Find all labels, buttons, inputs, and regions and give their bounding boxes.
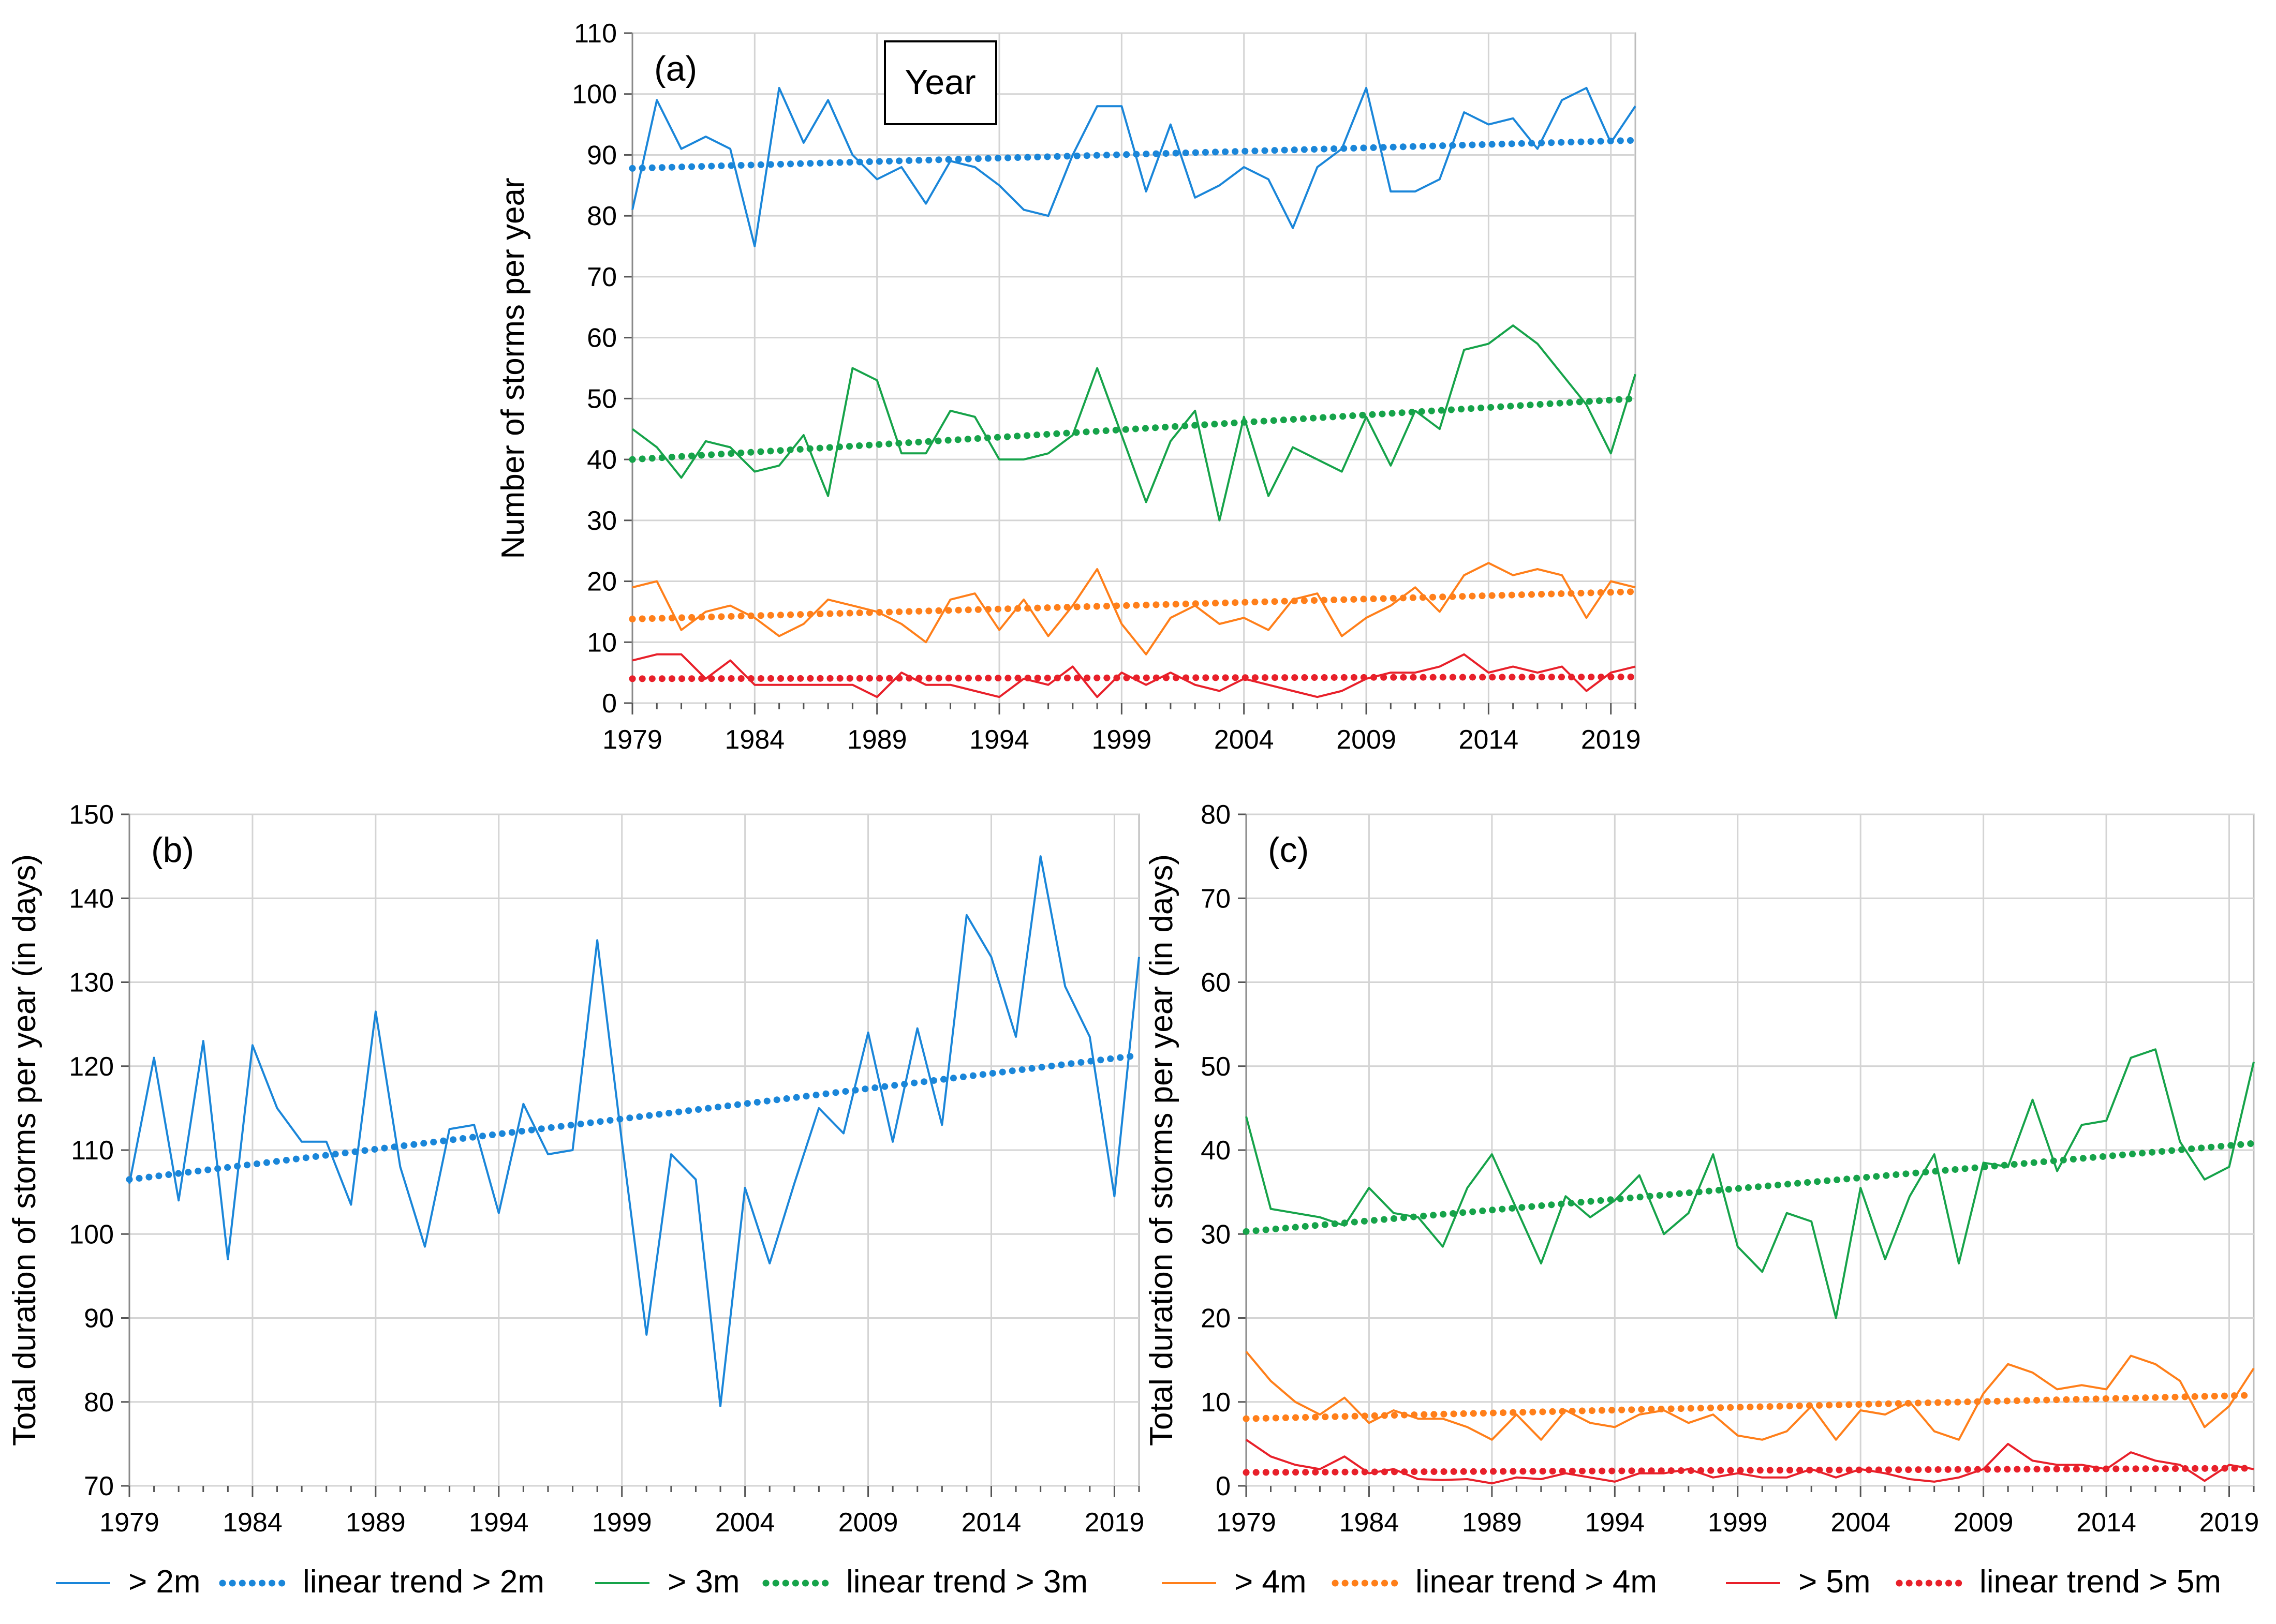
x-tick-label: 1979 xyxy=(1216,1508,1276,1538)
trend-line-gt2m xyxy=(126,1052,1143,1183)
panel-c: 0 10 20 30 40 50 60 70 80 1979 1984 1989 1994 1999 200… xyxy=(1144,800,2259,1538)
x-tick-label: 2019 xyxy=(2199,1508,2259,1538)
y-tick-label: 0 xyxy=(1216,1471,1231,1501)
y-tick-label: 110 xyxy=(71,1136,114,1166)
y-tick-label: 130 xyxy=(69,968,114,998)
series-line-gt3m xyxy=(1245,1048,2255,1319)
y-tick-label: 10 xyxy=(587,628,617,658)
legend-label: linear trend > 3m xyxy=(846,1564,1088,1600)
x-tick-label: 1994 xyxy=(469,1508,529,1538)
y-tick-label: 20 xyxy=(1201,1304,1231,1334)
y-axis-title: Total duration of storms per year (in da… xyxy=(7,854,42,1446)
series-line-gt4m xyxy=(632,562,1636,655)
panel-label: (a) xyxy=(654,49,697,88)
y-tick-label: 80 xyxy=(587,201,617,231)
y-tick-label: 70 xyxy=(587,262,617,292)
y-tick-label: 110 xyxy=(574,19,617,49)
x-tick-label: 1999 xyxy=(592,1508,652,1538)
y-tick-label: 40 xyxy=(587,445,617,475)
x-tick-label: 2009 xyxy=(1954,1508,2014,1538)
series-line-gt5m xyxy=(1245,1439,2254,1485)
trend-line-gt4m xyxy=(1243,1392,2257,1422)
panel-b: 70 80 90 100 110 120 130 140 150 1979 1984 1989 1994… xyxy=(7,800,1144,1538)
y-tick-label: 60 xyxy=(1201,968,1231,998)
y-tick-label: 140 xyxy=(69,884,114,914)
panel-label: (c) xyxy=(1268,830,1309,870)
x-tick-label: 1989 xyxy=(847,725,907,755)
y-tick-label: 80 xyxy=(1201,800,1231,830)
x-tick-label: 1979 xyxy=(99,1508,159,1538)
trend-line-gt4m xyxy=(629,588,1639,623)
legend: > 2m linear trend > 2m > 3m linear trend > … xyxy=(56,1564,2221,1600)
title-box xyxy=(884,40,997,125)
trend-line-gt3m xyxy=(629,395,1639,463)
x-tick-label: 1999 xyxy=(1708,1508,1768,1538)
x-tick-label: 1984 xyxy=(223,1508,283,1538)
x-tick-label: 2014 xyxy=(962,1508,1022,1538)
series-line-gt4m xyxy=(1245,1351,2255,1441)
x-tick-label: 1984 xyxy=(725,725,785,755)
legend-label: linear trend > 4m xyxy=(1415,1564,1657,1600)
legend-label: > 5m xyxy=(1798,1564,1871,1600)
x-tick-label: 1984 xyxy=(1339,1508,1399,1538)
y-tick-label: 50 xyxy=(1201,1052,1231,1082)
y-tick-label: 100 xyxy=(572,80,617,110)
y-tick-label: 70 xyxy=(84,1471,114,1501)
trend-line-gt5m xyxy=(1243,1465,2257,1476)
y-axis-title: Number of storms per year xyxy=(495,177,531,559)
legend-label: > 2m xyxy=(128,1564,201,1600)
x-tick-label: 1979 xyxy=(602,725,662,755)
x-tick-label: 2009 xyxy=(838,1508,898,1538)
trend-line-gt5m xyxy=(629,673,1639,682)
y-tick-label: 40 xyxy=(1201,1136,1231,1166)
panel-a: 0 10 20 30 40 50 60 70 80 90 100 110 1979 1984 1989 199… xyxy=(495,19,1641,755)
legend-label: > 3m xyxy=(668,1564,740,1600)
x-tick-label: 2014 xyxy=(1459,725,1519,755)
y-tick-label: 0 xyxy=(602,689,617,719)
y-tick-label: 10 xyxy=(1201,1388,1231,1418)
x-tick-label: 2019 xyxy=(1085,1508,1145,1538)
x-tick-label: 2009 xyxy=(1336,725,1396,755)
x-tick-label: 1994 xyxy=(969,725,1029,755)
chart-title: Year xyxy=(905,63,976,102)
panel-label: (b) xyxy=(151,830,194,870)
y-tick-label: 20 xyxy=(587,567,617,597)
plot-area-a xyxy=(631,32,1636,704)
y-tick-label: 150 xyxy=(69,800,114,830)
y-tick-label: 120 xyxy=(69,1052,114,1082)
x-tick-label: 2019 xyxy=(1581,725,1641,755)
x-tick-label: 2014 xyxy=(2076,1508,2136,1538)
x-tick-label: 1994 xyxy=(1585,1508,1645,1538)
y-tick-label: 80 xyxy=(84,1388,114,1418)
trend-line-gt2m xyxy=(629,137,1639,172)
legend-label: linear trend > 2m xyxy=(303,1564,544,1600)
y-tick-label: 70 xyxy=(1201,884,1231,914)
x-tick-label: 1989 xyxy=(1462,1508,1522,1538)
x-tick-label: 1999 xyxy=(1092,725,1152,755)
y-tick-label: 60 xyxy=(587,323,617,353)
y-tick-label: 30 xyxy=(1201,1219,1231,1249)
legend-label: > 4m xyxy=(1234,1564,1307,1600)
x-tick-label: 2004 xyxy=(1830,1508,1890,1538)
y-tick-label: 30 xyxy=(587,506,617,536)
series-line-gt2m xyxy=(631,87,1636,247)
y-tick-label: 90 xyxy=(84,1304,114,1334)
trend-line-gt3m xyxy=(1243,1140,2257,1235)
y-tick-label: 50 xyxy=(587,384,617,414)
x-tick-label: 1989 xyxy=(346,1508,406,1538)
y-tick-label: 90 xyxy=(587,140,617,170)
legend-label: linear trend > 5m xyxy=(1979,1564,2221,1600)
x-tick-label: 2004 xyxy=(715,1508,775,1538)
series-line-gt2m xyxy=(128,855,1140,1407)
x-tick-label: 2004 xyxy=(1214,725,1274,755)
series-line-gt3m xyxy=(631,324,1636,522)
y-axis-title: Total duration of storms per year (in da… xyxy=(1144,854,1179,1446)
y-tick-label: 100 xyxy=(69,1219,114,1249)
